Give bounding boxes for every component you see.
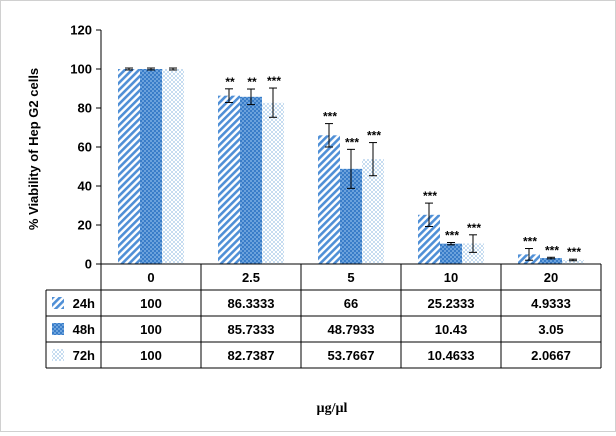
table-cell: 48.7933 xyxy=(328,322,375,337)
y-tick-label: 60 xyxy=(78,140,92,155)
bar-72h-5 xyxy=(362,159,384,264)
category-label: 5 xyxy=(347,270,354,285)
table-cell: 86.3333 xyxy=(228,296,275,311)
y-axis-label: % Viability of Hep G2 cells xyxy=(26,68,41,230)
significance-markers: ** ** ********* ****************** *** xyxy=(225,74,581,259)
bar-72h-10 xyxy=(462,243,484,264)
significance-marker: ** xyxy=(247,75,257,89)
category-label: 10 xyxy=(444,270,458,285)
category-label: 2.5 xyxy=(242,270,260,285)
data-table: 0 2.5 5 10 20 24h 100 86.3333 66 25.2333 4.9333 48h… xyxy=(45,263,602,369)
bar-24h-10 xyxy=(418,214,440,264)
bar-24h-2.5 xyxy=(218,95,240,265)
significance-marker: *** xyxy=(445,228,459,242)
y-tick-label: 100 xyxy=(70,62,92,77)
y-axis: 0 20 40 60 80 100 120 xyxy=(70,23,102,272)
x-axis-label: µg/µl xyxy=(317,401,348,416)
significance-marker: *** xyxy=(467,221,481,235)
category-label: 20 xyxy=(544,270,558,285)
bar-72h-20 xyxy=(562,259,584,264)
table-cell: 100 xyxy=(140,322,162,337)
table-cell: 53.7667 xyxy=(328,348,375,363)
table-cell: 25.2333 xyxy=(428,296,475,311)
y-tick-label: 0 xyxy=(85,257,92,272)
table-cell: 3.05 xyxy=(538,322,563,337)
significance-marker: *** xyxy=(545,243,559,257)
series-label: 48h xyxy=(73,322,95,337)
significance-marker: *** xyxy=(423,189,437,203)
bar-48h-0 xyxy=(140,69,162,264)
significance-marker: *** xyxy=(523,235,537,249)
significance-marker: *** xyxy=(367,129,381,143)
table-cell: 100 xyxy=(140,296,162,311)
bar-48h-2.5 xyxy=(240,96,262,264)
table-cell: 100 xyxy=(140,348,162,363)
y-tick-label: 120 xyxy=(70,23,92,38)
bars xyxy=(118,69,584,265)
significance-marker: *** xyxy=(567,245,581,259)
series-label: 72h xyxy=(73,348,95,363)
bar-72h-2.5 xyxy=(262,102,284,264)
series-label: 24h xyxy=(73,296,95,311)
table-cell: 10.4633 xyxy=(428,348,475,363)
bar-24h-5 xyxy=(318,135,340,264)
error-bars xyxy=(125,67,577,262)
bar-24h-0 xyxy=(118,69,140,264)
table-cell: 2.0667 xyxy=(531,348,571,363)
y-tick-label: 20 xyxy=(78,218,92,233)
table-cell: 66 xyxy=(344,296,358,311)
legend-key-48h xyxy=(52,323,64,335)
significance-marker: ** xyxy=(225,75,235,89)
y-tick-label: 40 xyxy=(78,179,92,194)
significance-marker: *** xyxy=(345,135,359,149)
table-cell: 4.9333 xyxy=(531,296,571,311)
significance-marker: *** xyxy=(267,74,281,88)
table-cell: 85.7333 xyxy=(228,322,275,337)
table-cell: 82.7387 xyxy=(228,348,275,363)
category-label: 0 xyxy=(147,270,154,285)
bar-48h-5 xyxy=(340,168,362,264)
legend-key-72h xyxy=(52,349,64,361)
significance-marker: *** xyxy=(323,110,337,124)
table-cell: 10.43 xyxy=(435,322,468,337)
bar-48h-20 xyxy=(540,258,562,264)
y-tick-label: 80 xyxy=(78,101,92,116)
bar-72h-0 xyxy=(162,69,184,264)
bar-48h-10 xyxy=(440,243,462,264)
legend-key-24h xyxy=(52,297,64,309)
